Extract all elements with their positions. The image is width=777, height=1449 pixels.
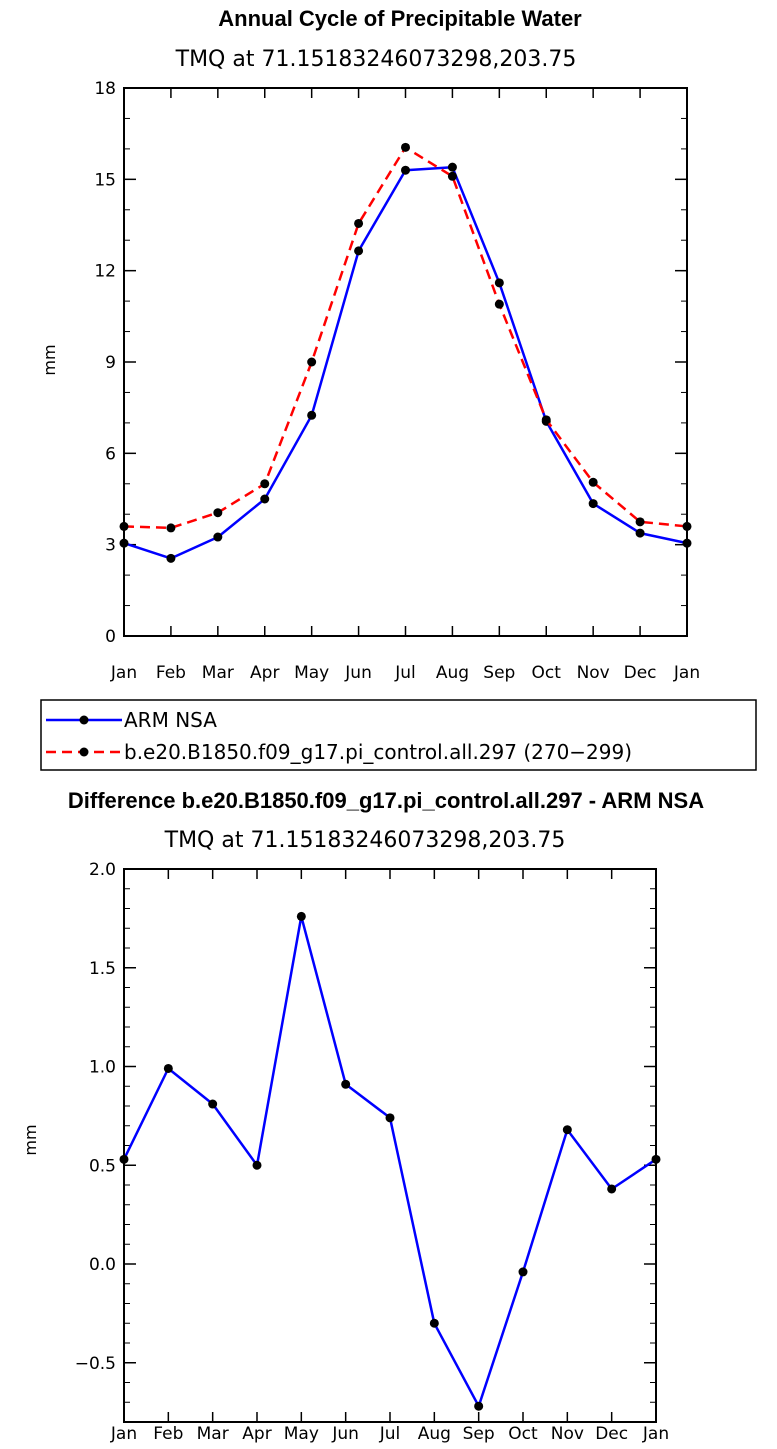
series-0-point-7 [447,162,457,172]
series-0-line [122,915,657,1408]
legend-entry-arm-nsa: ARM NSA [46,708,217,732]
series-0-point-4 [296,911,306,921]
x-tick-label-apr: Apr [250,663,279,683]
series-0-point-5 [354,246,364,256]
chart-subtitle: TMQ at 71.15183246073298,203.75 [175,47,577,72]
x-tick-label-oct: Oct [532,663,562,683]
x-tick-label-feb: Feb [156,663,186,683]
y-tick-label: −0.5 [75,1354,116,1374]
x-tick-label-mar: Mar [202,663,234,683]
legend-marker-model [79,747,89,757]
x-tick-label-aug: Aug [418,1424,451,1444]
series-0-point-2 [213,532,223,542]
y-tick-label: 18 [94,79,116,99]
y-tick-label: 3 [105,536,116,556]
x-tick-label-sep: Sep [483,663,515,683]
plot-frame [123,868,657,1423]
series-1-point-10 [588,477,598,487]
x-tick-label-jan: Jan [642,1424,669,1444]
x-tick-label-oct: Oct [508,1424,538,1444]
legend-label-model: b.e20.B1850.f09_g17.pi_control.all.297 (… [124,740,632,764]
series-1-point-1 [166,523,176,533]
y-tick-label: 0 [105,627,116,647]
series-1-point-2 [213,508,223,518]
series-0-point-11 [635,528,645,538]
series-0-point-10 [562,1125,572,1135]
y-tick-label: 1.5 [89,959,116,979]
series-1-line [123,146,688,530]
series-1-point-9 [541,415,551,425]
x-tick-label-sep: Sep [463,1424,495,1444]
x-tick-label-jan: Jan [110,663,137,683]
chart-title: Annual Cycle of Precipitable Water [218,6,582,31]
y-tick-label: 15 [94,170,116,190]
series-layer [119,911,661,1411]
series-1-point-4 [307,357,317,367]
difference-chart: Difference b.e20.B1850.f09_g17.pi_contro… [21,788,704,1444]
chart-subtitle: TMQ at 71.15183246073298,203.75 [164,828,566,853]
series-0-point-2 [208,1099,218,1109]
y-tick-label: 1.0 [89,1058,116,1078]
x-tick-label-apr: Apr [242,1424,271,1444]
series-0-point-4 [307,410,317,420]
x-tick-label-dec: Dec [595,1424,628,1444]
series-layer [119,142,692,563]
y-tick-label: 12 [94,262,116,282]
x-tick-label-aug: Aug [436,663,469,683]
x-tick-label-feb: Feb [153,1424,183,1444]
legend-label-arm-nsa: ARM NSA [124,708,217,732]
y-tick-label: 9 [105,353,116,373]
series-1-point-6 [401,142,410,152]
y-tick-label: 0.0 [89,1255,116,1275]
series-0-point-6 [385,1113,395,1123]
legend-entry-model: b.e20.B1850.f09_g17.pi_control.all.297 (… [46,740,632,764]
series-0-point-3 [252,1160,262,1170]
x-tick-label-nov: Nov [577,663,610,683]
x-tick-label-nov: Nov [551,1424,584,1444]
series-0-point-1 [163,1063,173,1073]
x-tick-label-jul: Jul [379,1424,401,1444]
x-tick-label-jun: Jun [331,1424,359,1444]
x-tick-label-jul: Jul [394,663,416,683]
series-0-point-6 [401,165,410,175]
y-axis-label: mm [21,1124,40,1155]
series-0-point-9 [518,1267,528,1277]
x-tick-label-jan: Jan [110,1424,137,1444]
series-0-point-8 [474,1401,484,1411]
x-tick-label-may: May [284,1424,319,1444]
series-0-line [123,165,688,560]
y-tick-label: 2.0 [89,860,116,880]
series-0-point-3 [260,494,270,504]
y-tick-label: 0.5 [89,1156,116,1176]
series-1-point-7 [447,171,457,181]
series-0-point-8 [494,278,504,288]
x-tick-label-jan: Jan [673,663,700,683]
series-0-point-11 [607,1184,617,1194]
axis-ticks: Jan Feb Mar Apr May Jun Jul Aug Sep Oct Nov Dec Jan 0… [94,79,700,683]
plot-frame [123,87,688,637]
legend: ARM NSA b.e20.B1850.f09_g17.pi_control.a… [40,699,757,771]
legend-box [40,699,757,771]
series-0-point-7 [429,1318,439,1328]
axis-ticks: Jan Feb Mar Apr May Jun Jul Aug Sep Oct Nov Dec Jan −… [75,860,669,1444]
series-1-point-3 [260,479,270,489]
series-1-point-5 [354,218,364,228]
x-tick-label-may: May [294,663,329,683]
legend-marker-arm-nsa [79,715,89,725]
y-axis-label: mm [40,344,59,375]
series-1-point-8 [494,299,504,309]
series-0-point-1 [166,553,176,563]
x-tick-label-dec: Dec [624,663,657,683]
x-tick-label-jun: Jun [344,663,372,683]
annual-cycle-chart: Annual Cycle of Precipitable Water TMQ a… [40,6,700,683]
y-tick-label: 6 [105,444,116,464]
series-1-point-11 [635,517,645,527]
series-0-point-5 [341,1079,351,1089]
x-tick-label-mar: Mar [197,1424,229,1444]
chart-title: Difference b.e20.B1850.f09_g17.pi_contro… [68,788,704,813]
series-0-point-10 [588,499,598,509]
